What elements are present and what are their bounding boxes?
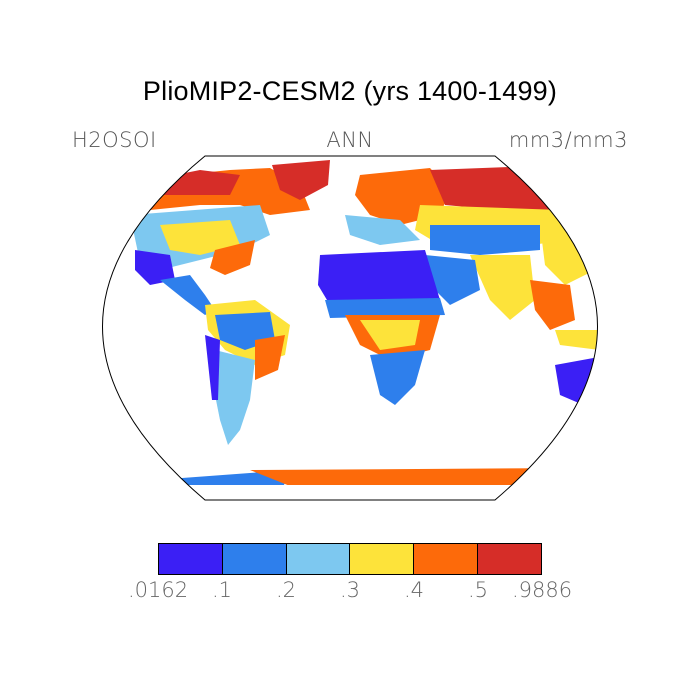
south-america-west-dry [205, 335, 220, 400]
sahara [318, 250, 440, 305]
colorbar-labels: .0162 .1 .2 .3 .4 .5 .9886 [0, 578, 700, 606]
colorbar [158, 543, 542, 575]
colorbar-label-1: .1 [211, 578, 233, 602]
antarctica-ice [155, 485, 585, 500]
southern-africa [370, 350, 425, 405]
globe-outline [102, 155, 598, 501]
colorbar-label-0: .0162 [127, 578, 189, 602]
south-america-east [255, 335, 285, 380]
north-america-southwest [135, 250, 175, 285]
central-america [160, 275, 215, 315]
south-america-south [212, 350, 255, 445]
asia-east [540, 225, 598, 285]
colorbar-swatch-1 [222, 544, 287, 574]
map-title: PlioMIP2-CESM2 (yrs 1400-1499) [142, 76, 558, 106]
new-zealand [635, 400, 665, 425]
north-america-red [150, 170, 240, 195]
colorbar-swatch-5 [478, 544, 541, 574]
antarctica-edge [250, 468, 585, 490]
central-africa-yellow [360, 320, 420, 350]
asia-arid [430, 225, 540, 255]
north-america-east [210, 240, 255, 275]
units-label: mm3/mm3 [508, 128, 628, 152]
greenland [272, 160, 330, 200]
colorbar-label-4: .4 [403, 578, 425, 602]
colorbar-swatch-2 [286, 544, 351, 574]
land-regions [102, 160, 665, 500]
season-label: ANN [326, 128, 374, 152]
colorbar-swatch-4 [414, 544, 479, 574]
colorbar-label-6: .9886 [511, 578, 573, 602]
sahel [325, 298, 445, 318]
south-asia [470, 255, 535, 320]
variable-label: H2OSOI [72, 128, 157, 152]
colorbar-swatch-0 [159, 544, 223, 574]
indonesia [555, 330, 598, 350]
australia-east [610, 360, 640, 400]
southeast-asia [530, 280, 575, 330]
australia [555, 355, 598, 410]
north-america-yellow [160, 220, 240, 255]
colorbar-label-3: .3 [339, 578, 361, 602]
colorbar-label-5: .5 [467, 578, 489, 602]
europe-south [345, 215, 420, 245]
colorbar-label-2: .2 [275, 578, 297, 602]
arabia [425, 255, 480, 305]
colorbar-swatch-3 [350, 544, 415, 574]
